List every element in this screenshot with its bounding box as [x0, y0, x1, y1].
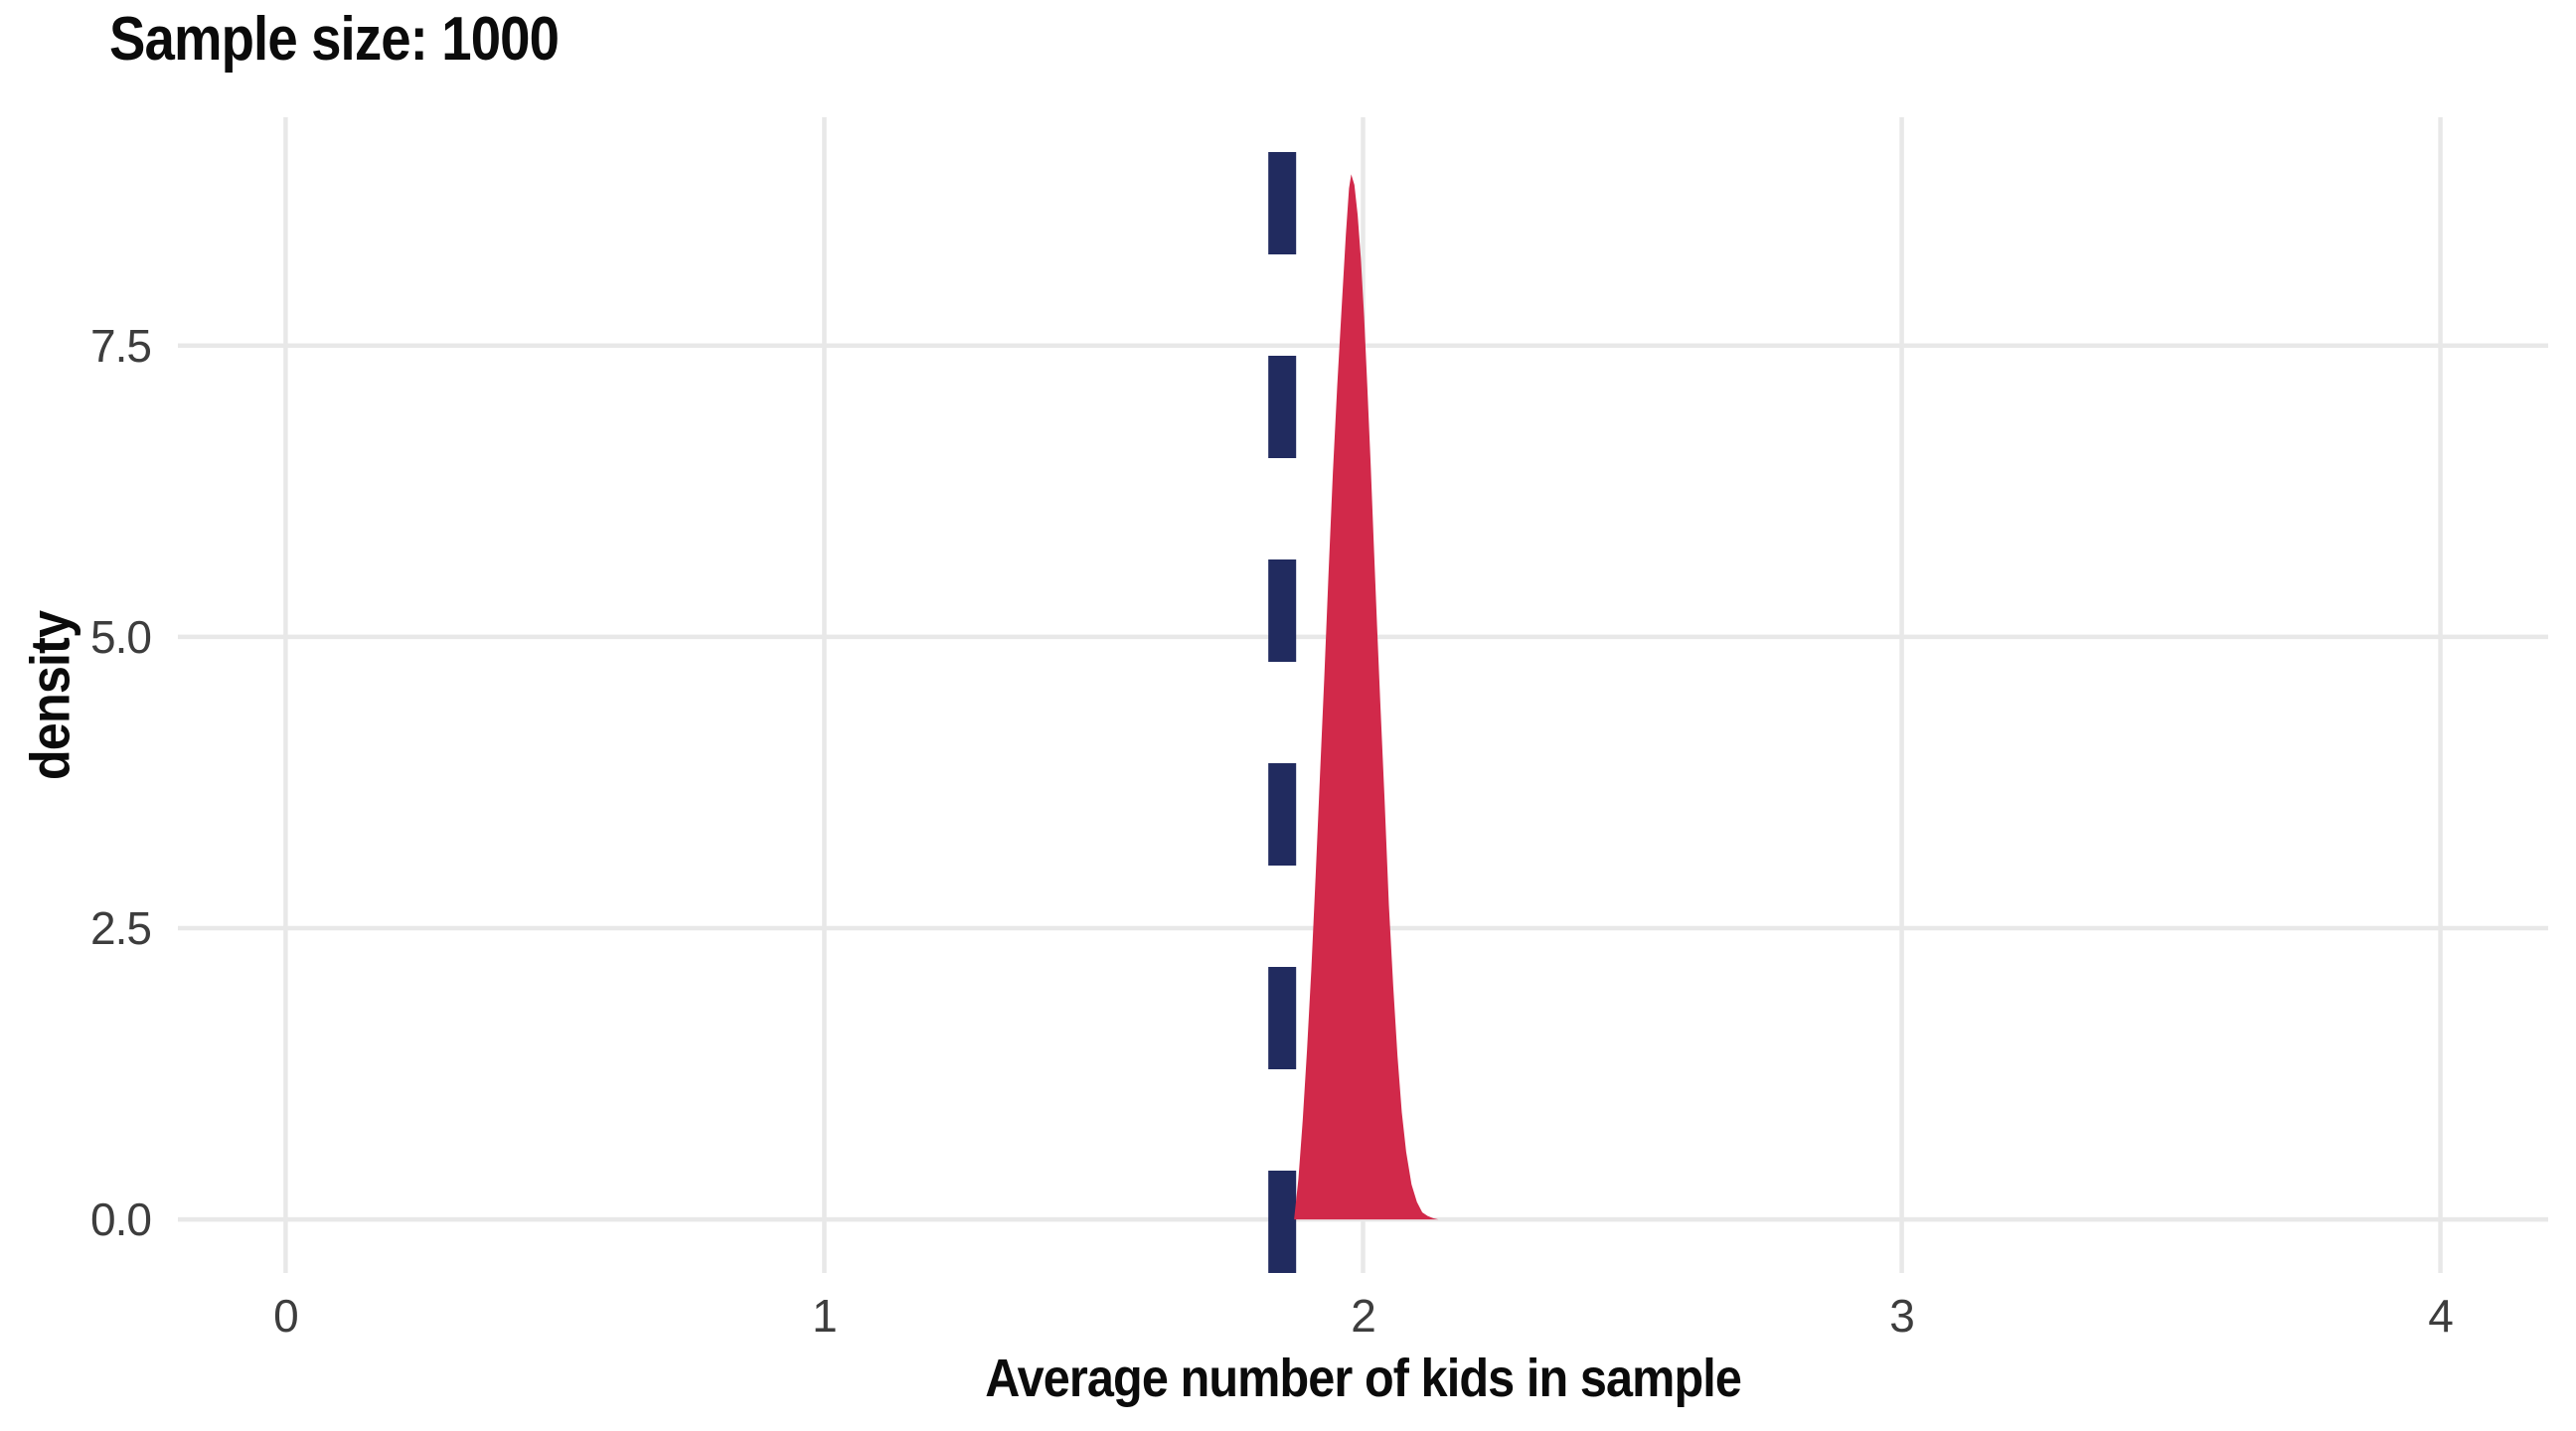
- y-tick-label: 0.0: [90, 1193, 152, 1246]
- x-axis-title-text: Average number of kids in sample: [985, 1349, 1742, 1408]
- x-tick-label: 0: [273, 1290, 299, 1342]
- x-tick-label: 3: [1889, 1290, 1915, 1342]
- y-axis-title-text: density: [18, 610, 81, 781]
- x-tick-label: 2: [1351, 1290, 1376, 1342]
- x-tick-label: 1: [812, 1290, 838, 1342]
- x-axis-title: Average number of kids in sample: [178, 1348, 2548, 1409]
- chart-title: Sample size: 1000: [109, 4, 620, 75]
- y-tick-label: 2.5: [90, 901, 152, 954]
- density-curve: [1294, 174, 1439, 1220]
- x-tick-label: 4: [2428, 1290, 2454, 1342]
- chart-title-text: Sample size: 1000: [109, 5, 560, 74]
- y-tick-label: 7.5: [90, 319, 152, 372]
- y-tick-label: 5.0: [90, 610, 152, 663]
